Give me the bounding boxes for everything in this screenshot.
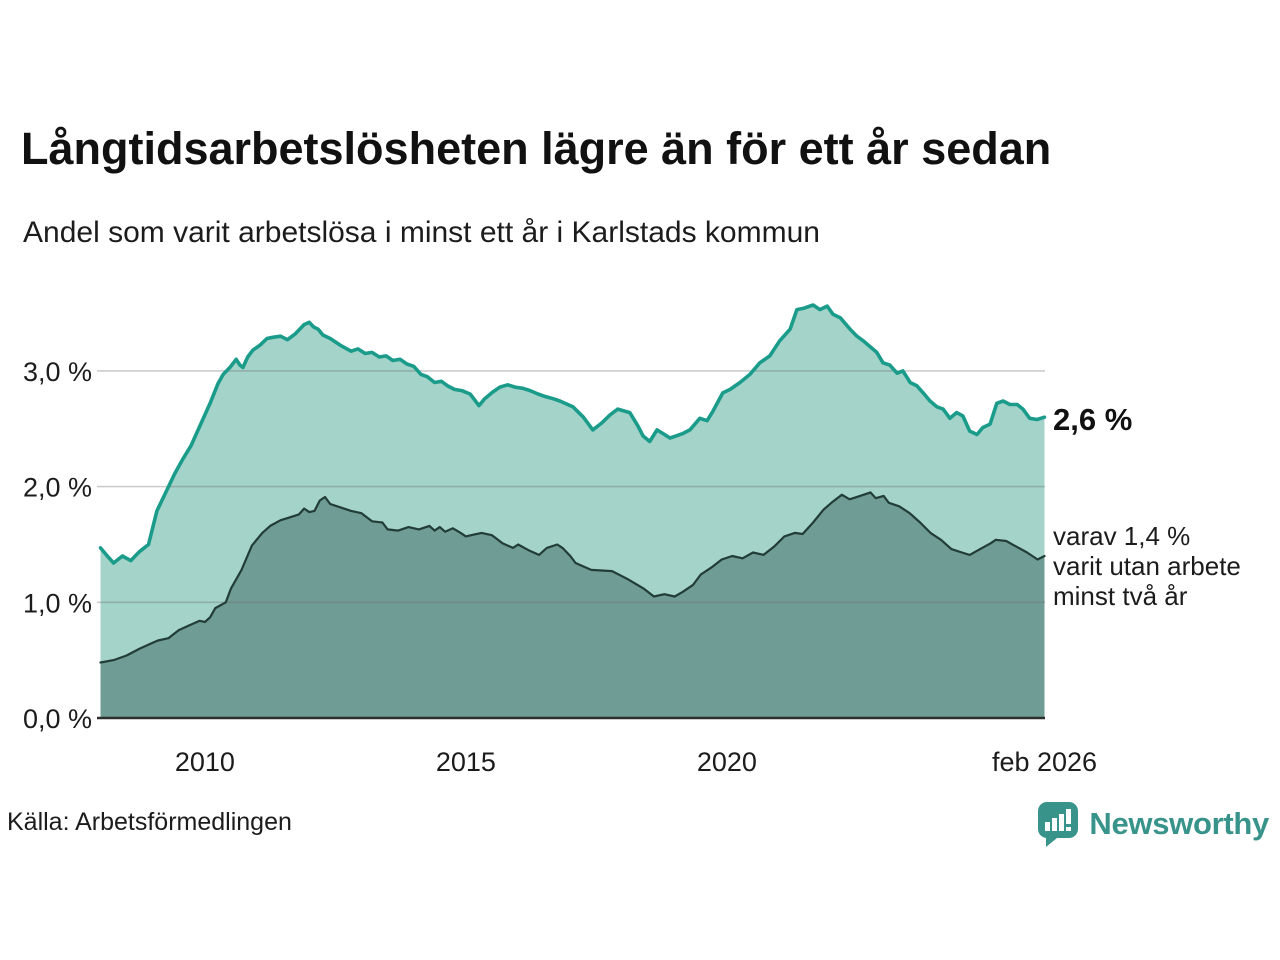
x-tick-label: 2015 — [436, 747, 496, 777]
end-value-label: 2,6 % — [1053, 402, 1133, 437]
chart-subtitle: Andel som varit arbetslösa i minst ett å… — [23, 216, 820, 249]
x-tick-label: 2010 — [175, 747, 235, 777]
newsworthy-bubble-chart-icon — [1038, 802, 1079, 847]
y-tick-label: 1,0 % — [23, 588, 92, 618]
y-tick-label: 3,0 % — [23, 357, 92, 387]
brand-logo: Newsworthy — [1036, 799, 1269, 849]
source-note: Källa: Arbetsförmedlingen — [7, 808, 292, 836]
secondary-annotation-line1: varav 1,4 % — [1053, 521, 1191, 551]
brand-wordmark: Newsworthy — [1089, 806, 1269, 841]
secondary-annotation-line2: varit utan arbete — [1053, 551, 1241, 581]
secondary-annotation: varav 1,4 % varit utan arbete minst två … — [1053, 521, 1241, 611]
series1-line — [98, 303, 1047, 565]
series2-area — [100, 492, 1045, 718]
page-title: Långtidsarbetslösheten lägre än för ett … — [21, 123, 1052, 174]
series2-line — [99, 491, 1046, 664]
y-tick-label: 2,0 % — [23, 473, 92, 503]
x-tick-label: feb 2026 — [992, 747, 1097, 777]
secondary-annotation-line3: minst två år — [1053, 581, 1188, 611]
y-tick-label: 0,0 % — [23, 704, 92, 734]
x-tick-label: 2020 — [697, 747, 757, 777]
